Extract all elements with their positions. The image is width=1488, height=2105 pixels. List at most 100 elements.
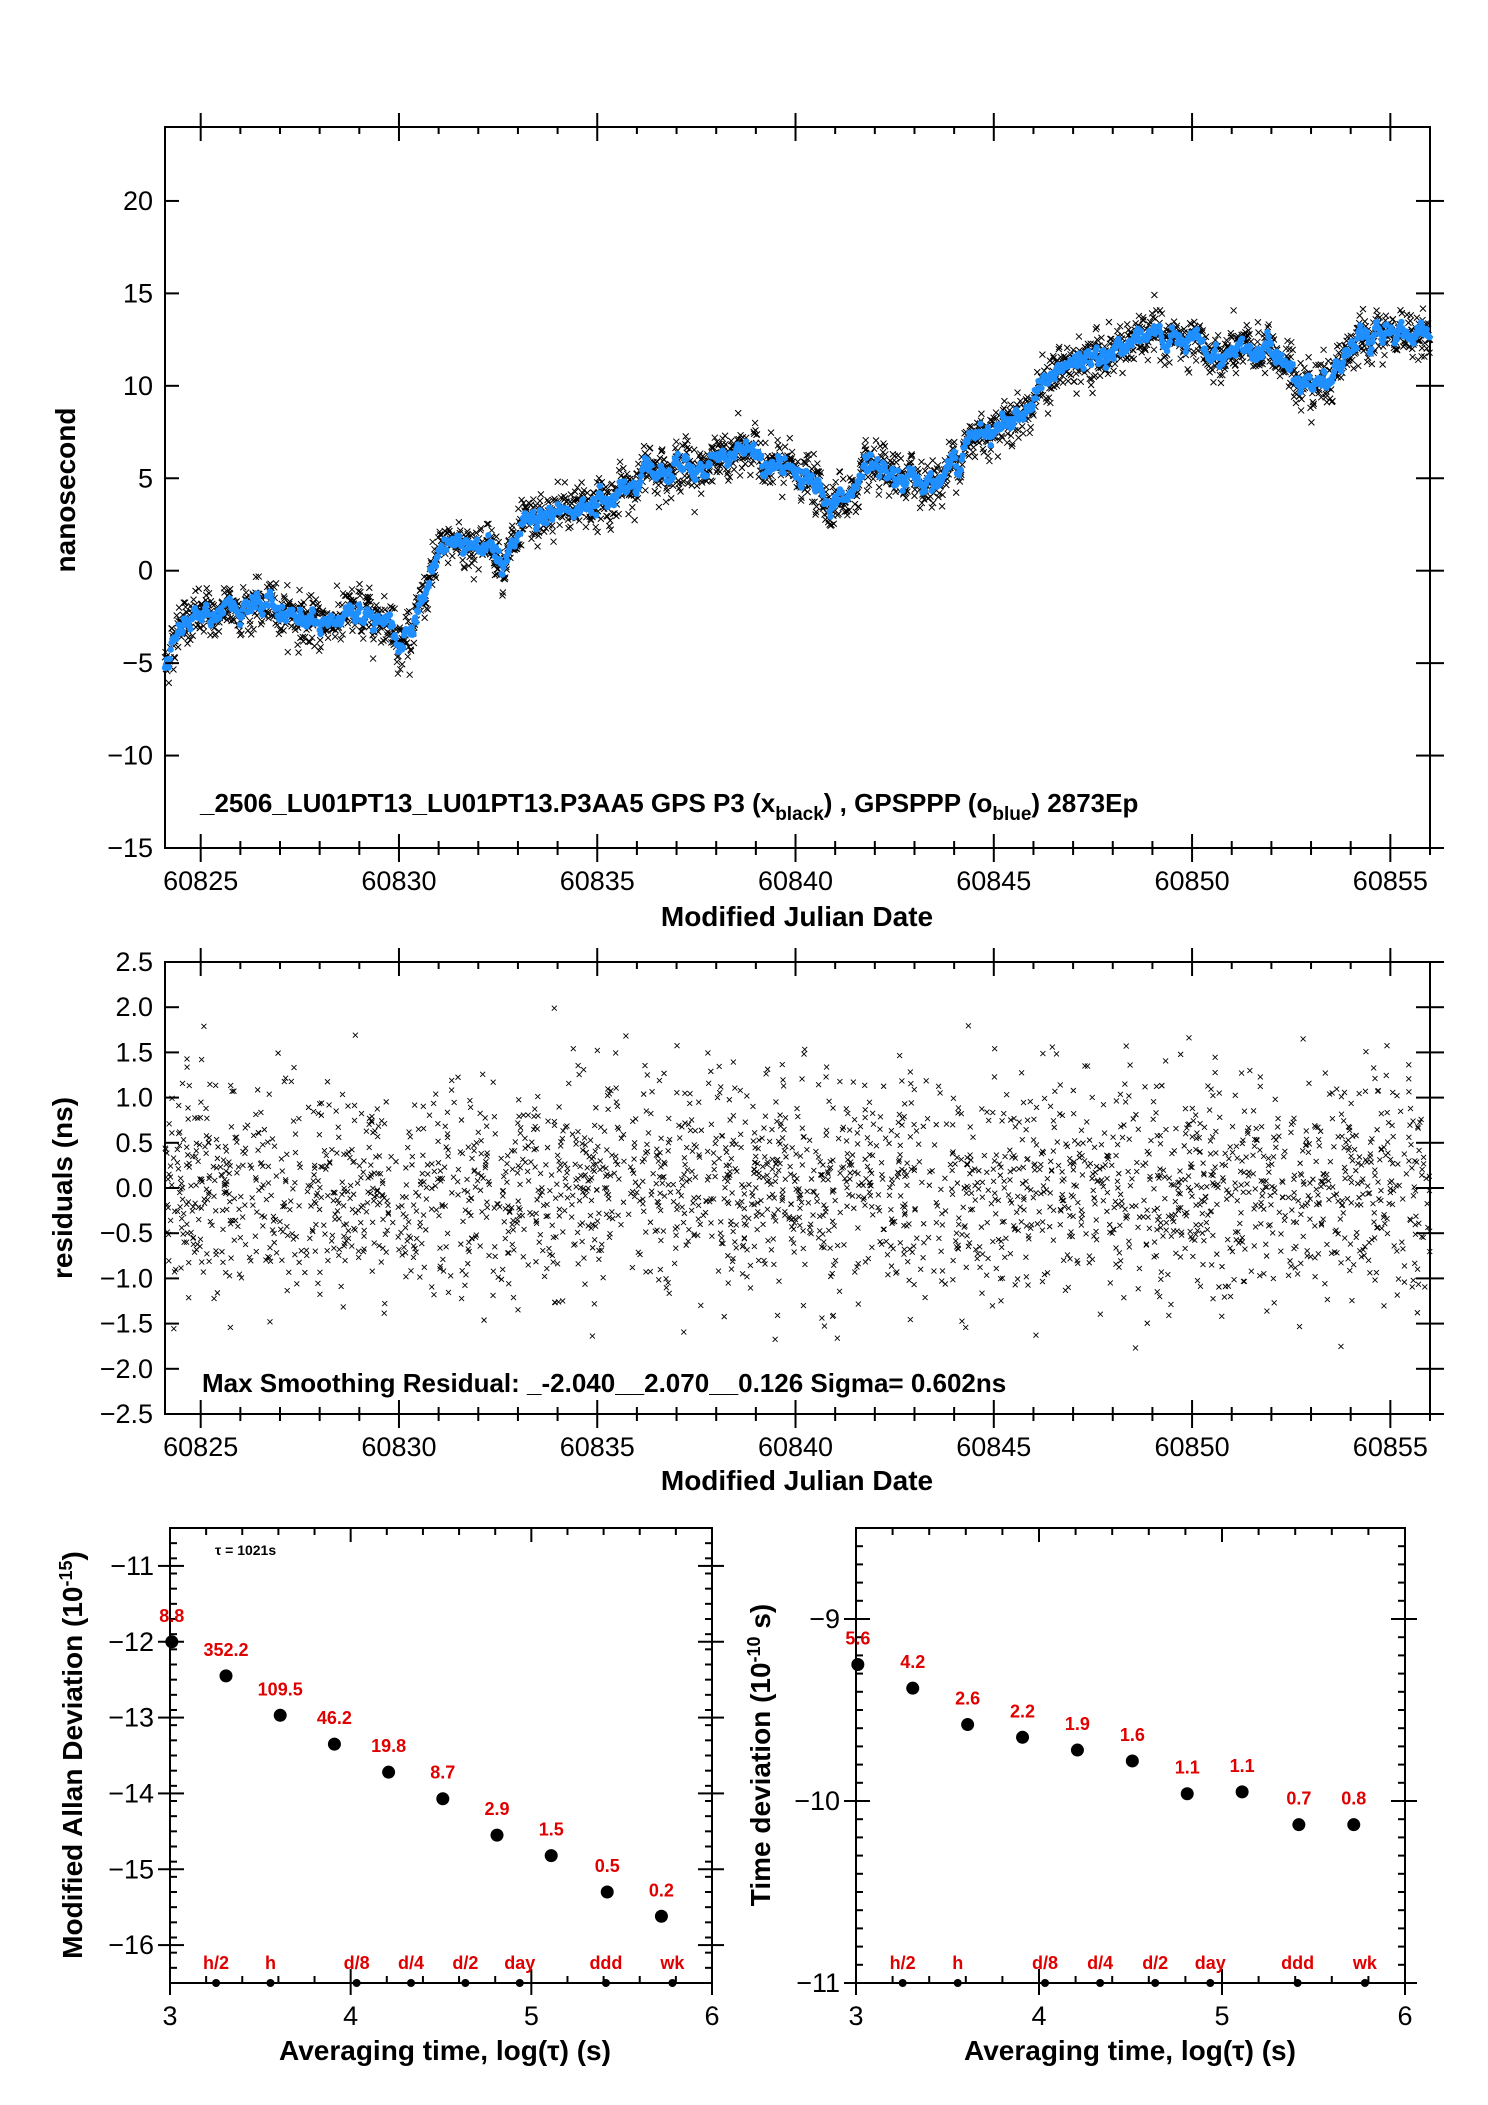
gpsppp-point (1278, 351, 1285, 358)
gps-p3-point (407, 647, 415, 655)
residual-point (1033, 1190, 1039, 1196)
residual-point (1405, 1076, 1412, 1082)
gps-p3-point (708, 443, 715, 451)
residual-point (604, 1092, 611, 1099)
residual-point (880, 1083, 887, 1090)
gps-p3-point (885, 492, 893, 499)
residual-point (1242, 1246, 1248, 1252)
residual-point (692, 1127, 699, 1134)
residual-point (1349, 1297, 1355, 1304)
residual-point (1218, 1313, 1225, 1320)
residual-point (1312, 1254, 1318, 1261)
residual-point (1229, 1149, 1236, 1156)
gps-p3-point (1123, 321, 1131, 328)
residual-point (433, 1207, 440, 1213)
residual-point (1057, 1082, 1064, 1088)
residual-point (193, 1182, 199, 1188)
residual-point (959, 1231, 965, 1238)
residual-point (360, 1169, 367, 1176)
gps-p3-point (421, 614, 429, 622)
residual-point (180, 1231, 186, 1237)
residual-point (801, 1046, 808, 1053)
residual-point (1268, 1201, 1274, 1208)
residual-point (670, 1181, 677, 1188)
gps-p3-point (786, 434, 794, 442)
residual-point (711, 1159, 718, 1166)
residual-point (1270, 1154, 1277, 1160)
gps-p3-point (394, 670, 402, 677)
residual-point (897, 1151, 903, 1158)
residual-point (232, 1217, 239, 1224)
gps-p3-point (344, 619, 352, 627)
gps-p3-point (190, 596, 197, 603)
gpsppp-point (268, 596, 276, 604)
residual-point (521, 1226, 527, 1233)
residual-point (802, 1261, 808, 1268)
gps-p3-point (762, 439, 769, 447)
residual-point (1110, 1134, 1116, 1140)
gps-p3-point (1297, 407, 1305, 414)
gps-p3-point (315, 604, 323, 611)
gps-p3-point (265, 614, 272, 622)
gpsppp-point (952, 454, 959, 462)
gps-p3-point (410, 639, 418, 647)
residual-point (349, 1146, 355, 1153)
residual-point (844, 1203, 850, 1210)
residual-point (516, 1113, 522, 1120)
residual-point (1020, 1164, 1027, 1171)
gps-p3-point (455, 518, 463, 526)
residual-point (419, 1170, 426, 1177)
gps-p3-point (722, 440, 729, 448)
residual-point (467, 1097, 473, 1104)
residual-point (799, 1076, 805, 1082)
residual-point (1001, 1185, 1008, 1191)
gpsppp-point (432, 562, 440, 570)
gps-p3-point (583, 489, 591, 497)
gps-p3-point (250, 625, 257, 633)
gps-p3-point (296, 586, 303, 594)
residual-point (405, 1219, 412, 1225)
residual-point (1091, 1144, 1098, 1151)
gps-p3-point (604, 513, 611, 520)
gpsppp-point (666, 467, 673, 474)
gps-p3-point (299, 638, 307, 645)
gpsppp-point (166, 655, 173, 663)
residual-point (920, 1254, 926, 1261)
residual-point (938, 1248, 944, 1255)
gps-p3-point (1419, 305, 1427, 312)
residual-point (424, 1162, 431, 1168)
gpsppp-point (592, 512, 600, 519)
residual-point (665, 1182, 672, 1188)
gpsppp-point (167, 646, 174, 653)
gps-p3-point (1007, 401, 1014, 409)
gpsppp-point (1110, 355, 1117, 363)
gpsppp-point (1410, 340, 1417, 347)
gps-p3-point (315, 647, 323, 655)
residual-point (544, 1265, 550, 1272)
gps-p3-point (713, 468, 721, 476)
residual-point (296, 1160, 303, 1167)
gps-p3-point (253, 612, 261, 619)
residual-point (890, 1245, 896, 1252)
gps-p3-point (477, 526, 484, 534)
residual-point (899, 1166, 905, 1173)
gps-p3-point (663, 487, 671, 495)
residual-point (1154, 1288, 1161, 1295)
residual-point (1381, 1302, 1387, 1309)
residual-point (663, 1284, 670, 1291)
gps-p3-point (1217, 379, 1225, 387)
residual-point (846, 1127, 853, 1133)
residual-point (364, 1200, 371, 1206)
residual-point (1114, 1141, 1121, 1148)
residual-point (1078, 1207, 1085, 1213)
residual-point (191, 1249, 198, 1256)
residual-point (656, 1077, 663, 1084)
gps-p3-point (391, 605, 399, 613)
gpsppp-point (1426, 333, 1433, 341)
residual-point (226, 1272, 233, 1279)
gps-p3-point (165, 679, 173, 687)
residual-point (410, 1202, 417, 1208)
gps-p3-point (672, 444, 679, 452)
gps-p3-point (1254, 338, 1261, 346)
residual-point (1070, 1167, 1077, 1173)
